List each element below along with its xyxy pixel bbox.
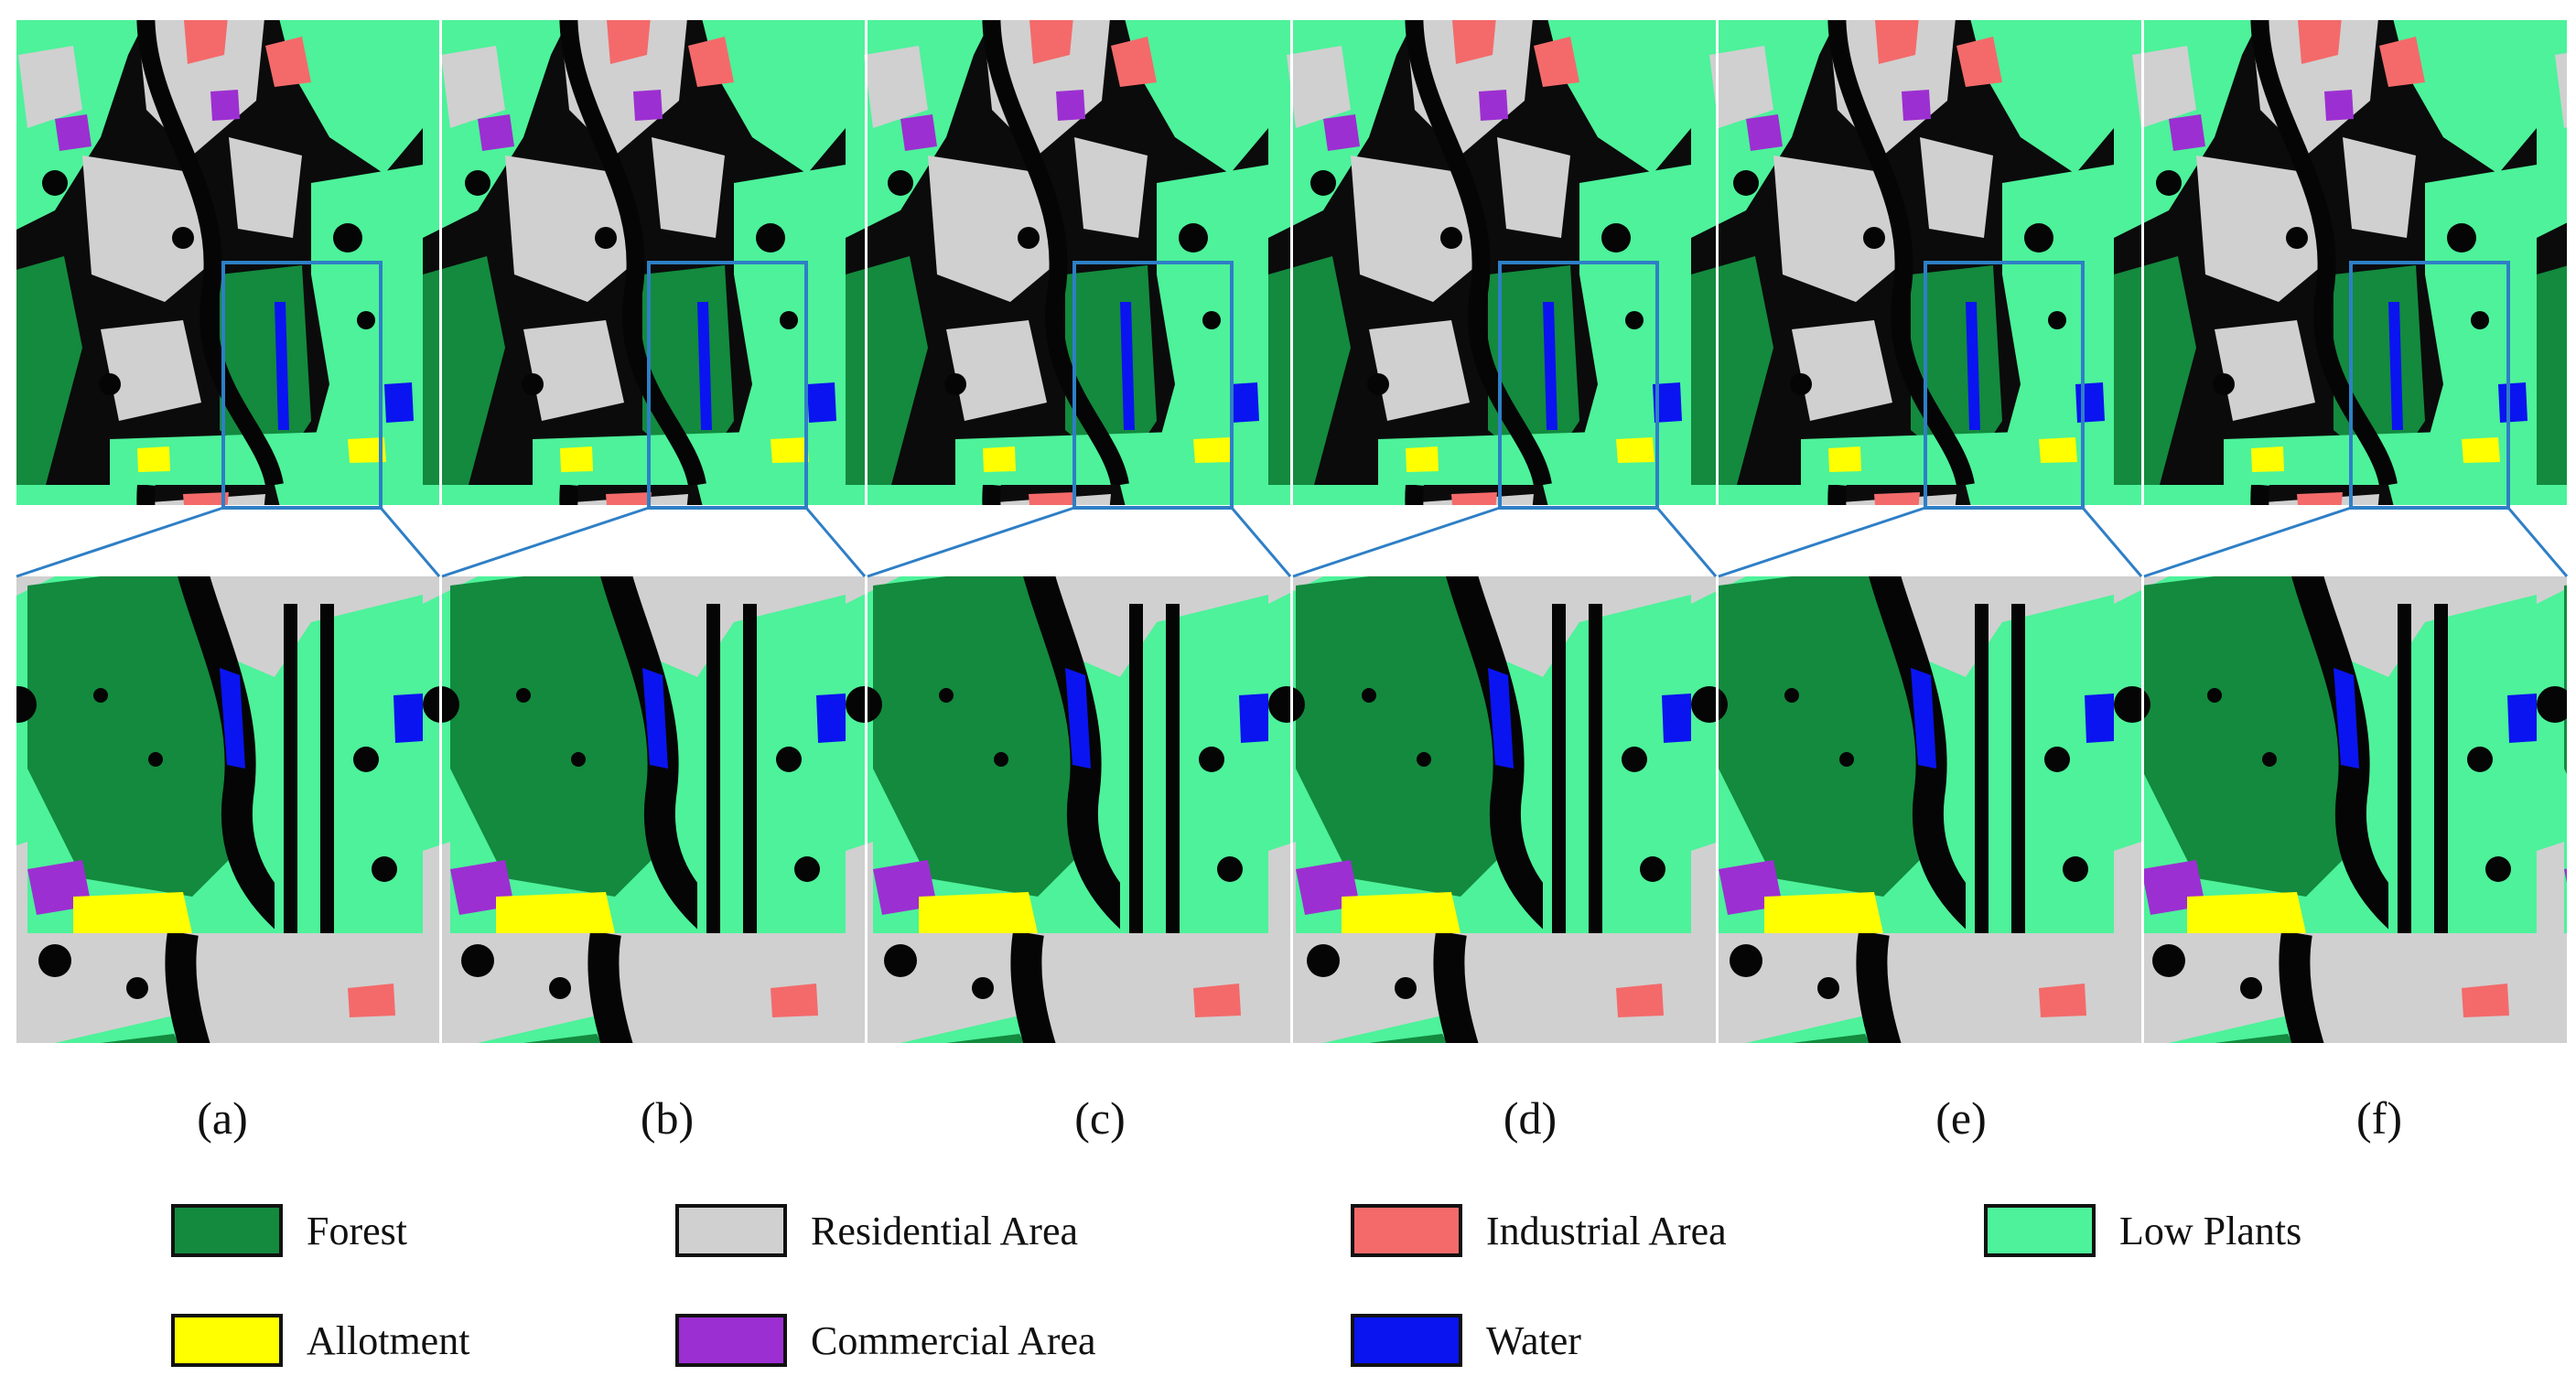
zoomed-map-f [2144, 576, 2567, 1043]
zoomed-maps-row [16, 576, 2567, 1043]
legend-label-low-plants: Low Plants [2119, 1209, 2302, 1253]
zoomed-map-d [1293, 576, 1716, 1043]
connector-line-left-b [441, 506, 650, 578]
zoom-region-box-c [1072, 261, 1234, 510]
legend-swatch-commercial-area [675, 1314, 787, 1367]
zoom-region-box-b [647, 261, 808, 510]
panel-label-e: (e) [1935, 1092, 1987, 1144]
connector-line-right-e [2081, 507, 2143, 577]
connector-line-right-a [379, 507, 441, 577]
panel-label-a: (a) [197, 1092, 248, 1144]
legend-label-commercial-area: Commercial Area [811, 1318, 1096, 1363]
legend-label-water: Water [1486, 1318, 1581, 1363]
legend-swatch-allotment [171, 1314, 283, 1367]
zoomed-map-a [16, 576, 439, 1043]
legend-swatch-forest [171, 1204, 283, 1257]
zoom-connector-lines [16, 506, 2569, 578]
panel-label-f: (f) [2356, 1092, 2402, 1144]
zoomed-map-b [442, 576, 865, 1043]
connector-line-left-e [1718, 506, 1926, 578]
zoomed-map-e [1719, 576, 2141, 1043]
legend-label-residential-area: Residential Area [811, 1209, 1079, 1253]
connector-line-left-f [2143, 506, 2352, 578]
overview-maps-row [16, 20, 2567, 510]
connector-line-left-d [1292, 506, 1501, 578]
legend-swatch-residential-area [675, 1204, 787, 1257]
panel-label-c: (c) [1074, 1092, 1126, 1144]
zoomed-map-c [868, 576, 1290, 1043]
legend-swatch-water [1351, 1314, 1462, 1367]
connector-line-left-c [867, 506, 1075, 578]
zoom-region-box-d [1498, 261, 1659, 510]
zoom-region-box-f [2349, 261, 2510, 510]
connector-line-right-b [804, 507, 867, 577]
panel-label-b: (b) [640, 1092, 695, 1144]
zoom-region-box-e [1924, 261, 2085, 510]
zoom-region-box-a [221, 261, 383, 510]
connector-line-right-d [1655, 507, 1718, 577]
legend-swatch-industrial-area [1351, 1204, 1462, 1257]
legend-swatch-low-plants [1984, 1204, 2096, 1257]
legend-label-allotment: Allotment [307, 1318, 470, 1363]
connector-line-right-f [2506, 507, 2569, 577]
connector-line-right-c [1230, 507, 1292, 577]
legend-label-forest: Forest [307, 1209, 407, 1253]
panel-label-d: (d) [1503, 1092, 1557, 1144]
connector-line-left-a [16, 506, 224, 578]
legend-label-industrial-area: Industrial Area [1486, 1209, 1727, 1253]
